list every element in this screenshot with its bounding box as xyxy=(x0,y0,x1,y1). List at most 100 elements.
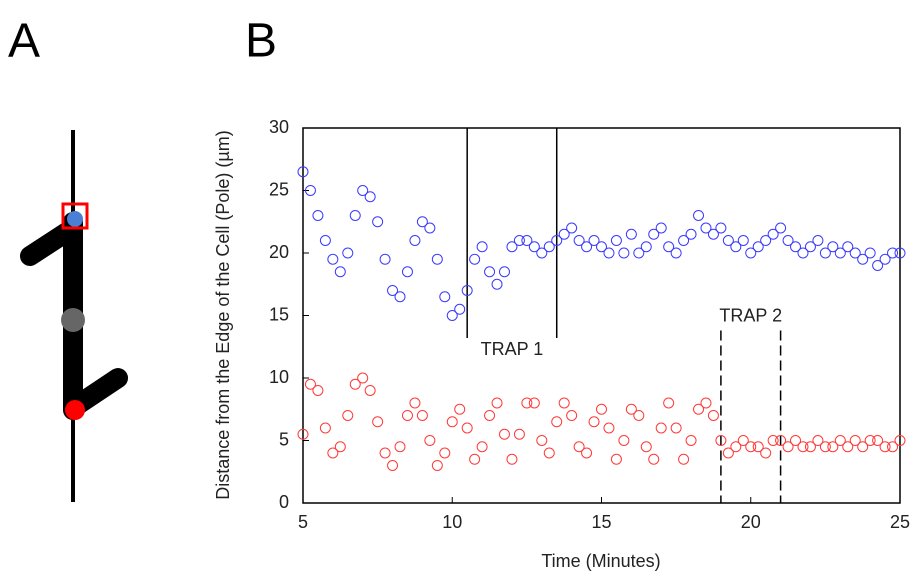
data-point xyxy=(484,410,496,421)
data-point xyxy=(775,222,787,234)
data-point xyxy=(461,285,473,296)
data-point xyxy=(349,210,361,221)
data-point xyxy=(357,185,369,196)
data-point xyxy=(663,241,675,253)
data-point xyxy=(775,435,787,446)
data-point xyxy=(416,216,428,228)
data-point xyxy=(566,410,578,421)
data-point xyxy=(685,435,697,446)
data-point xyxy=(812,435,824,446)
data-point xyxy=(513,428,525,440)
data-point xyxy=(372,416,384,428)
data-point xyxy=(857,253,869,265)
data-point xyxy=(693,403,705,415)
data-point xyxy=(424,435,436,446)
data-point xyxy=(707,228,719,240)
data-point xyxy=(827,441,839,453)
data-point xyxy=(551,416,563,428)
data-point xyxy=(551,235,563,246)
data-point xyxy=(521,235,533,246)
data-point xyxy=(573,235,585,246)
data-point xyxy=(872,260,884,271)
x-tick-label: 10 xyxy=(442,512,462,532)
data-point xyxy=(528,241,540,253)
data-point xyxy=(461,422,473,434)
data-point xyxy=(588,235,600,246)
data-point xyxy=(633,410,645,421)
data-point xyxy=(678,235,690,246)
data-point xyxy=(364,385,376,396)
data-point xyxy=(573,441,585,453)
data-point xyxy=(401,266,413,278)
panel-label: B xyxy=(245,15,277,68)
data-point xyxy=(327,447,339,459)
marker xyxy=(65,400,85,420)
data-point xyxy=(394,441,406,453)
data-point xyxy=(887,441,899,453)
data-point xyxy=(357,372,369,384)
data-point xyxy=(625,228,637,240)
data-point xyxy=(536,435,548,446)
data-point xyxy=(760,447,772,459)
y-tick-label: 5 xyxy=(279,429,289,449)
data-point xyxy=(685,228,697,240)
data-point xyxy=(610,453,622,465)
data-point xyxy=(752,441,764,453)
annotation: TRAP 1 xyxy=(481,339,544,359)
data-point xyxy=(887,247,899,259)
data-point xyxy=(409,235,421,246)
data-point xyxy=(409,397,421,409)
data-point xyxy=(581,447,593,459)
data-point xyxy=(416,410,428,421)
data-point xyxy=(894,435,906,446)
data-point xyxy=(864,435,876,446)
data-point xyxy=(543,241,555,253)
data-point xyxy=(610,235,622,246)
data-point xyxy=(670,422,682,434)
data-point xyxy=(745,441,757,453)
data-point xyxy=(596,403,607,415)
data-point xyxy=(297,428,309,440)
data-point xyxy=(454,303,466,315)
data-point xyxy=(693,210,705,221)
data-point xyxy=(476,441,488,453)
data-point xyxy=(349,378,361,390)
data-point xyxy=(588,416,600,428)
data-point xyxy=(760,235,772,246)
data-point xyxy=(767,228,779,240)
data-point xyxy=(304,378,316,390)
data-point xyxy=(469,253,481,265)
data-point xyxy=(730,441,742,453)
data-point xyxy=(745,247,757,259)
data-point xyxy=(387,285,399,296)
data-point xyxy=(864,247,876,259)
data-point xyxy=(342,247,354,259)
y-tick-label: 10 xyxy=(269,367,289,387)
data-point xyxy=(849,247,861,259)
data-point xyxy=(737,435,749,446)
pole-marker xyxy=(67,211,83,227)
data-point xyxy=(782,441,794,453)
data-point xyxy=(498,266,510,278)
data-point xyxy=(506,241,518,253)
x-tick-label: 15 xyxy=(591,512,611,532)
data-point xyxy=(715,435,727,446)
x-tick-label: 20 xyxy=(741,512,761,532)
x-axis-label: Time (Minutes) xyxy=(541,551,660,571)
data-point xyxy=(767,435,779,446)
data-point xyxy=(596,241,607,253)
cell-diagram xyxy=(20,130,128,502)
data-point xyxy=(491,397,503,409)
data-point xyxy=(655,222,667,234)
data-point xyxy=(678,453,690,465)
data-point xyxy=(372,216,384,228)
data-point xyxy=(715,222,727,234)
data-point xyxy=(566,222,578,234)
data-point xyxy=(446,416,458,428)
data-point xyxy=(484,266,496,278)
data-point xyxy=(319,422,331,434)
data-point xyxy=(603,422,615,434)
y-axis-label: Distance from the Edge of the Cell (Pole… xyxy=(213,130,233,500)
data-point xyxy=(379,253,391,265)
